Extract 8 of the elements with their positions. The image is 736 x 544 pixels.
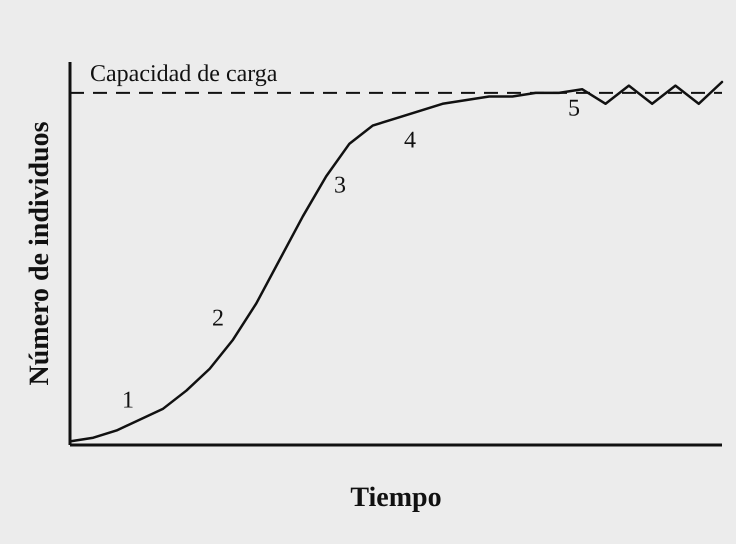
annotation: 3 [334,172,346,199]
series-label: Capacidad de carga [90,60,278,87]
x-axis-title: Tiempo [350,482,442,513]
y-axis-title: Número de individuos [24,121,55,386]
annotation: 1 [122,388,134,414]
annotation: 5 [568,96,580,122]
annotation: 4 [404,128,416,154]
annotation: 2 [212,306,224,332]
